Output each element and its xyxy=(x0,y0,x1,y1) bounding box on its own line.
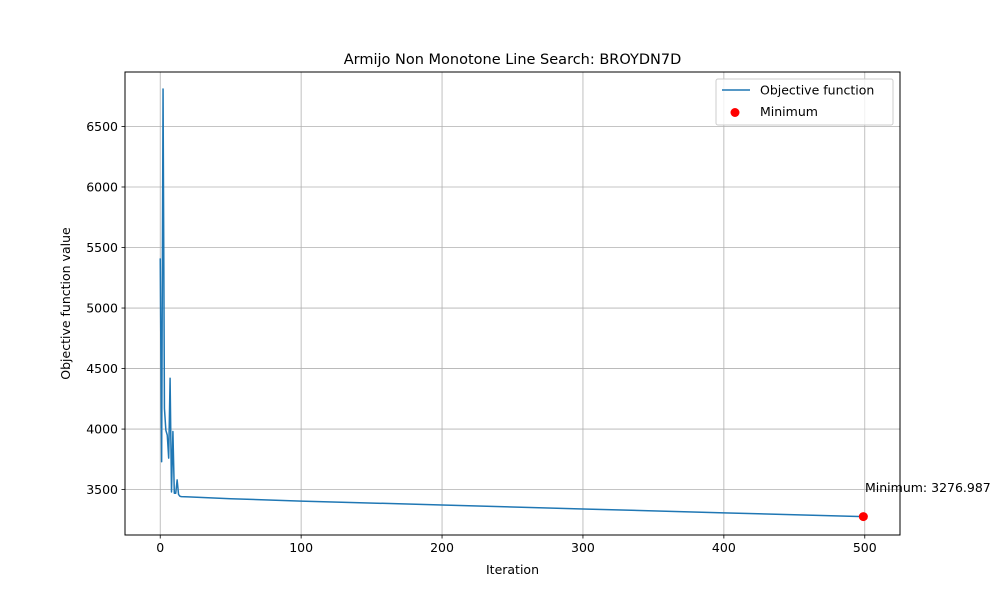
legend: Objective function Minimum xyxy=(715,78,894,126)
y-axis-label: Objective function value xyxy=(58,227,73,380)
y-tick-label: 3500 xyxy=(86,482,118,497)
x-tick-label: 300 xyxy=(571,540,595,555)
y-tick-label: 5500 xyxy=(86,240,118,255)
plot-frame xyxy=(124,71,901,536)
x-tick-label: 0 xyxy=(156,540,164,555)
x-tick-label: 500 xyxy=(853,540,877,555)
chart-title: Armijo Non Monotone Line Search: BROYDN7… xyxy=(344,52,682,68)
minimum-annotation: Minimum: 3276.987 xyxy=(865,480,991,495)
x-axis-label: Iteration xyxy=(486,562,539,577)
legend-marker-swatch xyxy=(730,108,740,117)
y-tick-label: 4000 xyxy=(86,422,118,437)
legend-box xyxy=(715,78,894,126)
legend-label-minimum: Minimum xyxy=(760,104,818,119)
minimum-marker xyxy=(858,512,868,522)
series-line-objective-function xyxy=(159,88,864,518)
y-tick-label: 6500 xyxy=(86,119,118,134)
x-tick-label: 400 xyxy=(712,540,736,555)
y-tick-label: 5000 xyxy=(86,301,118,316)
grid xyxy=(125,72,900,535)
series-layer xyxy=(159,88,868,522)
y-tick-label: 4500 xyxy=(86,361,118,376)
x-tick-label: 200 xyxy=(430,540,454,555)
legend-label-objective-function: Objective function xyxy=(760,83,874,98)
x-axis-ticks: 0 100 200 300 400 500 xyxy=(156,535,877,555)
y-tick-label: 6000 xyxy=(86,179,118,194)
x-tick-label: 100 xyxy=(289,540,313,555)
y-axis-ticks: 3500 4000 4500 5000 5500 6000 6500 xyxy=(86,119,125,497)
